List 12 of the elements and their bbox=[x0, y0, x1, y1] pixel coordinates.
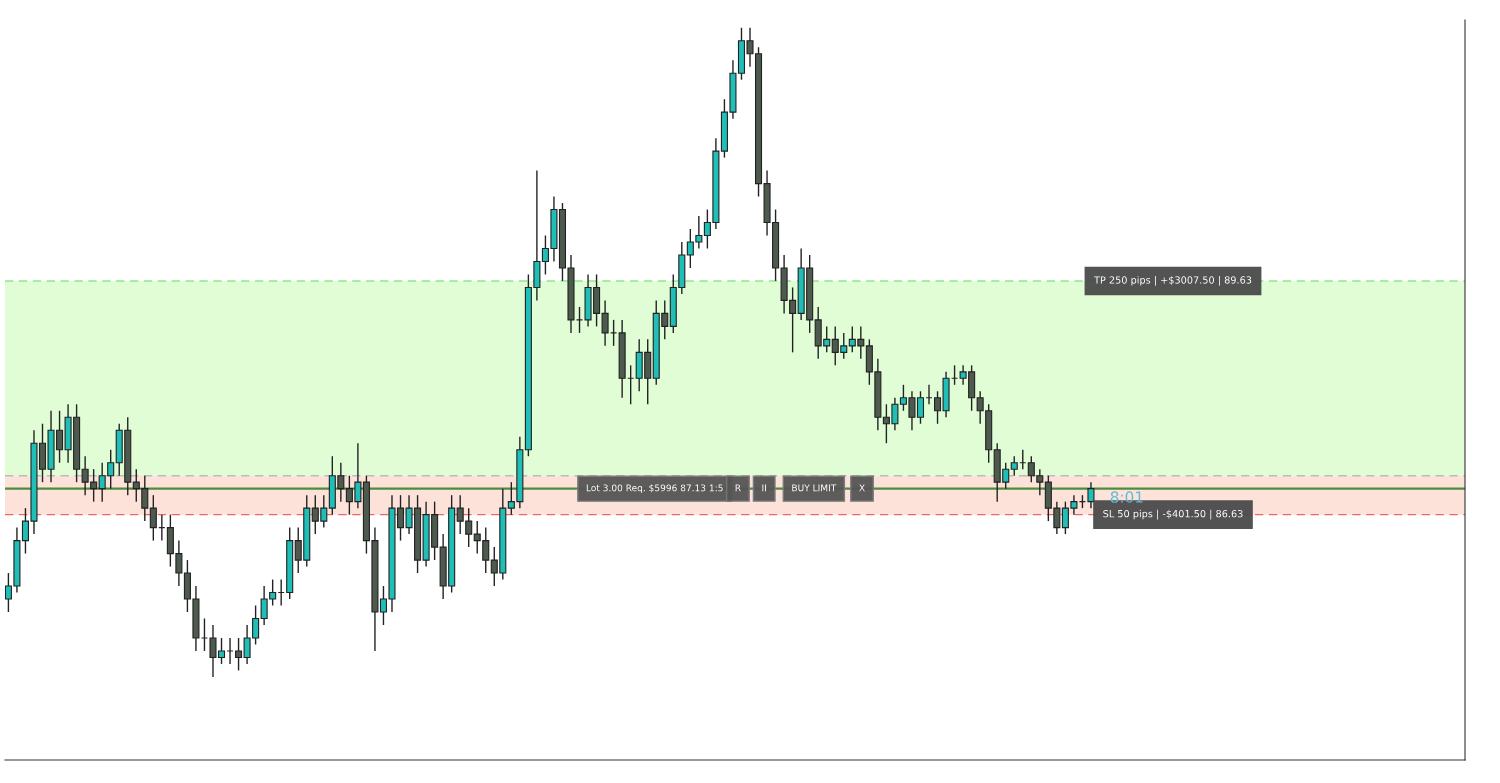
annotation: R bbox=[735, 484, 741, 492]
annotation: II bbox=[762, 484, 766, 492]
candlestick bbox=[1087, 481, 1095, 509]
ref-line-label: TP 250 pips | +$3007.50 | 89.63 bbox=[1094, 276, 1252, 286]
candlestick bbox=[149, 494, 157, 542]
candlestick bbox=[610, 319, 618, 347]
annotation: Lot 3.00 Req. $5996 87.13 1:5 bbox=[586, 484, 723, 494]
candlestick bbox=[1010, 455, 1018, 477]
annotation: X bbox=[859, 484, 865, 492]
ref-line-label: SL 50 pips | -$401.50 | 86.63 bbox=[1103, 509, 1243, 520]
candlestick bbox=[226, 637, 234, 665]
annotation: BUY LIMIT bbox=[792, 484, 837, 492]
